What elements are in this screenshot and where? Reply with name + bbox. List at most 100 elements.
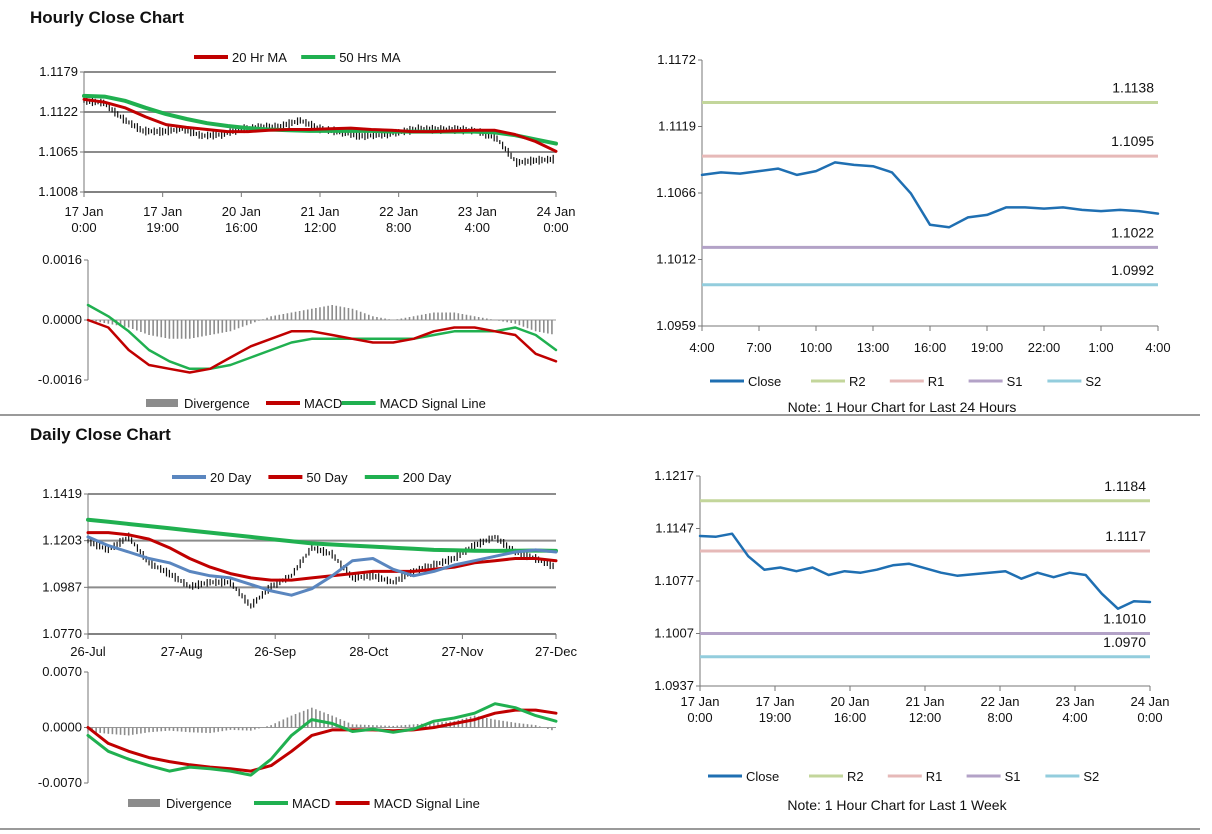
daily-close-x-tick-label: 4:00	[1062, 710, 1087, 725]
hourly-ma-x-tick-label: 0:00	[543, 220, 568, 235]
daily-ma-20day-line	[86, 535, 558, 597]
hourly-close-legend-label: S1	[1007, 374, 1023, 389]
hourly-ma-x-tick-label: 24 Jan	[536, 204, 575, 219]
daily-close-x-tick-label: 8:00	[987, 710, 1012, 725]
daily-ma-legend-label: 20 Day	[210, 470, 252, 485]
hourly-close-x-tick-label: 19:00	[971, 340, 1004, 355]
hourly-macd-y-tick-label: -0.0016	[38, 372, 82, 387]
daily-close-x-tick-label: 17 Jan	[680, 694, 719, 709]
daily-ma-y-tick-label: 1.1203	[42, 533, 82, 548]
daily-close-x-tick-label: 19:00	[759, 710, 792, 725]
hourly-close-x-tick-label: 13:00	[857, 340, 890, 355]
daily-close-legend-label: S1	[1005, 769, 1021, 784]
hourly-ma-20hr-line	[82, 97, 558, 153]
daily-ma-legend-label: 50 Day	[306, 470, 348, 485]
daily-ma-x-tick-label: 28-Oct	[349, 644, 388, 659]
hourly-close-x-tick-label: 10:00	[800, 340, 833, 355]
hourly-close-close-line	[700, 161, 1160, 229]
hourly-ma-y-tick-label: 1.1008	[38, 184, 78, 199]
daily-ma-x-tick-label: 26-Sep	[254, 644, 296, 659]
hourly-ma-x-tick-label: 17 Jan	[143, 204, 182, 219]
hourly-ma-x-tick-label: 0:00	[71, 220, 96, 235]
daily-close-x-tick-label: 12:00	[909, 710, 942, 725]
hourly-ma-legend-label: 50 Hrs MA	[339, 50, 401, 65]
daily-close-close-line	[698, 532, 1152, 610]
hourly-ma-x-tick-label: 21 Jan	[300, 204, 339, 219]
bottom-divider	[0, 828, 1200, 830]
daily-close-level-label: 1.0970	[1103, 634, 1146, 650]
daily-close-x-tick-label: 21 Jan	[905, 694, 944, 709]
daily-close-legend-label: R2	[847, 769, 864, 784]
hourly-ma-y-tick-label: 1.1122	[39, 104, 78, 119]
daily-ma-200day-line	[86, 517, 558, 553]
hourly-close-x-tick-label: 16:00	[914, 340, 947, 355]
hourly-macd-line	[86, 318, 558, 374]
daily-close-legend-label: R1	[926, 769, 943, 784]
hourly-ma-x-tick-label: 19:00	[146, 220, 179, 235]
daily-macd-y-tick-label: 0.0070	[42, 664, 82, 679]
hourly-close-x-tick-label: 4:00	[1145, 340, 1170, 355]
daily-section-title: Daily Close Chart	[30, 425, 171, 444]
daily-close-y-tick-label: 1.1007	[654, 626, 694, 641]
daily-close-x-tick-label: 0:00	[1137, 710, 1162, 725]
daily-close-x-tick-label: 0:00	[687, 710, 712, 725]
hourly-close-level-label: 1.1095	[1111, 133, 1154, 149]
hourly-ma-x-tick-label: 20 Jan	[222, 204, 261, 219]
hourly-close-note: Note: 1 Hour Chart for Last 24 Hours	[788, 399, 1017, 415]
daily-ma-y-tick-label: 1.1419	[42, 486, 82, 501]
daily-ma-x-tick-label: 27-Nov	[441, 644, 483, 659]
daily-close-x-tick-label: 16:00	[834, 710, 867, 725]
daily-close-x-tick-label: 23 Jan	[1055, 694, 1094, 709]
hourly-ma-x-tick-label: 22 Jan	[379, 204, 418, 219]
hourly-close-y-tick-label: 1.1119	[658, 119, 696, 134]
hourly-ma-x-tick-label: 4:00	[465, 220, 490, 235]
daily-ma-y-tick-label: 1.0770	[42, 626, 82, 641]
hourly-macd-legend-label: Divergence	[184, 396, 250, 411]
daily-ma-legend-label: 200 Day	[403, 470, 452, 485]
hourly-ma-x-tick-label: 17 Jan	[64, 204, 103, 219]
daily-macd-y-tick-label: 0.0000	[42, 720, 82, 735]
daily-close-x-tick-label: 22 Jan	[980, 694, 1019, 709]
daily-macd-legend-label: MACD	[292, 796, 330, 811]
hourly-ma-x-tick-label: 12:00	[304, 220, 337, 235]
daily-close-y-tick-label: 1.0937	[654, 678, 694, 693]
daily-ma-50day-line	[86, 531, 558, 582]
daily-close-x-tick-label: 17 Jan	[755, 694, 794, 709]
hourly-close-level-label: 1.1138	[1112, 79, 1154, 95]
daily-close-level-label: 1.1117	[1105, 528, 1146, 544]
daily-ma-x-tick-label: 27-Aug	[161, 644, 203, 659]
daily-close-legend-label: S2	[1083, 769, 1099, 784]
daily-close-y-tick-label: 1.1077	[654, 573, 694, 588]
hourly-close-legend-label: R1	[928, 374, 945, 389]
daily-macd-y-tick-label: -0.0070	[38, 775, 82, 790]
daily-ma-y-tick-label: 1.0987	[42, 579, 82, 594]
daily-macd-legend-label: Divergence	[166, 796, 232, 811]
daily-ma-x-tick-label: 26-Jul	[70, 644, 106, 659]
daily-close-y-tick-label: 1.1147	[655, 521, 694, 536]
hourly-section-title: Hourly Close Chart	[30, 8, 184, 27]
daily-close-legend-label: Close	[746, 769, 779, 784]
hourly-ma-x-tick-label: 23 Jan	[458, 204, 497, 219]
hourly-close-level-label: 1.0992	[1111, 262, 1154, 278]
hourly-macd-legend-label: MACD	[304, 396, 342, 411]
hourly-close-y-tick-label: 1.0959	[656, 318, 696, 333]
hourly-close-level-label: 1.1022	[1111, 224, 1154, 240]
daily-close-y-tick-label: 1.1217	[654, 468, 694, 483]
hourly-macd-signal-line	[86, 303, 558, 371]
hourly-ma-x-tick-label: 8:00	[386, 220, 411, 235]
hourly-close-x-tick-label: 4:00	[689, 340, 714, 355]
hourly-ma-y-tick-label: 1.1179	[39, 64, 78, 79]
daily-close-level-label: 1.1010	[1103, 611, 1146, 627]
hourly-macd-y-tick-label: 0.0000	[42, 312, 82, 327]
daily-close-level-label: 1.1184	[1104, 478, 1146, 494]
hourly-close-y-tick-label: 1.1172	[657, 52, 696, 67]
hourly-close-y-tick-label: 1.1012	[656, 252, 696, 267]
daily-ma-x-tick-label: 27-Dec	[535, 644, 577, 659]
hourly-ma-x-tick-label: 16:00	[225, 220, 258, 235]
daily-close-x-tick-label: 20 Jan	[830, 694, 869, 709]
hourly-macd-legend-label: MACD Signal Line	[380, 396, 486, 411]
daily-macd-legend-swatch	[128, 799, 160, 807]
hourly-ma-50hr-line	[82, 93, 558, 146]
hourly-close-legend-label: S2	[1085, 374, 1101, 389]
